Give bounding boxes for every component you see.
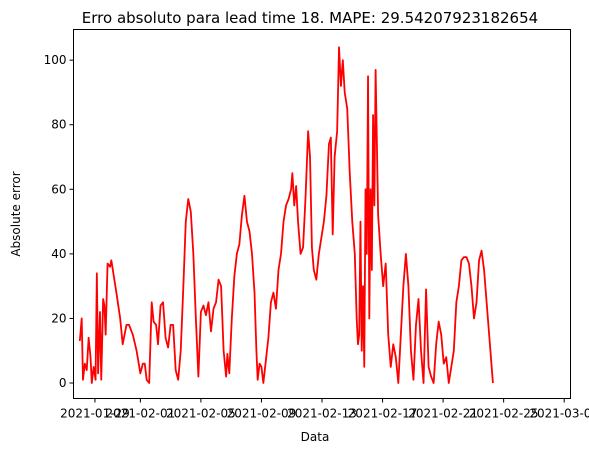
- y-tick-label: 100: [44, 53, 67, 67]
- y-tick-label: 80: [51, 118, 66, 132]
- x-tick-label: 2021-02-05: [166, 407, 236, 421]
- x-tick-label: 2021-02-01: [105, 407, 175, 421]
- y-tick-label: 20: [51, 311, 66, 325]
- x-tick-label: 2021-02-13: [287, 407, 357, 421]
- x-tick-label: 2021-02-09: [227, 407, 297, 421]
- series-line-absolute-error: [78, 46, 494, 384]
- x-tick-label: 2021-02-25: [469, 407, 539, 421]
- x-tick-label: 2021-02-21: [408, 407, 478, 421]
- x-axis: 2021-01-292021-02-012021-02-052021-02-09…: [60, 398, 589, 421]
- x-tick-label: 2021-01-29: [60, 407, 130, 421]
- y-tick-label: 60: [51, 182, 66, 196]
- chart-title: Erro absoluto para lead time 18. MAPE: 2…: [82, 9, 538, 27]
- x-tick-label: 2021-03-01: [529, 407, 589, 421]
- x-tick-label: 2021-02-17: [348, 407, 418, 421]
- y-axis-label: Absolute error: [9, 171, 23, 256]
- y-tick-label: 40: [51, 247, 66, 261]
- x-axis-label: Data: [301, 430, 330, 444]
- plot-frame: [73, 29, 571, 399]
- y-axis: 0 20 40 60 80 100: [44, 53, 74, 390]
- y-tick-label: 0: [59, 376, 67, 390]
